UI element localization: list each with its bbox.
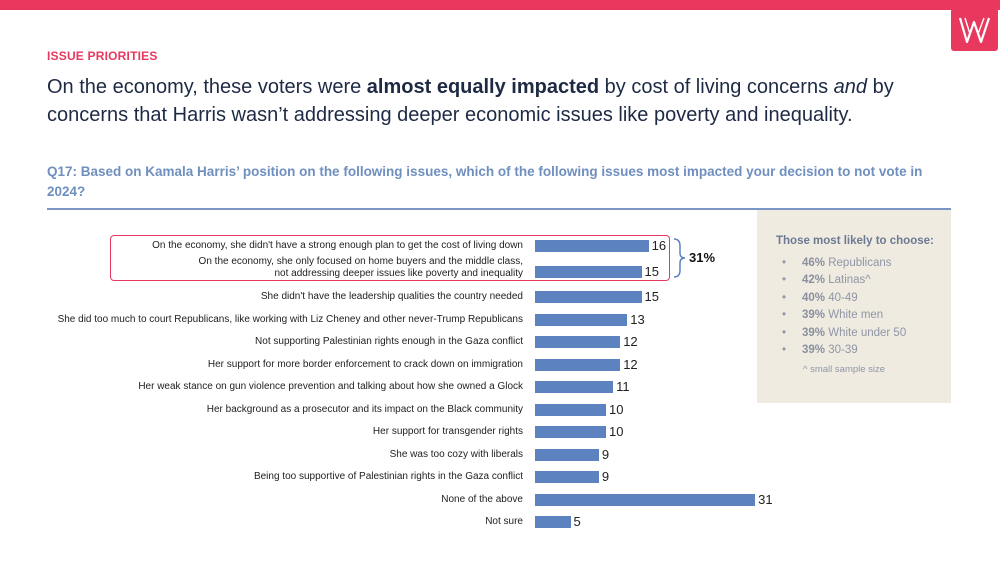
bar: [535, 240, 649, 252]
bullet-icon: •: [782, 344, 787, 356]
value-label: 9: [601, 469, 610, 484]
bullet-icon: •: [782, 326, 787, 339]
bar: [535, 493, 756, 506]
category-label: She did too much to court Republicans, l…: [58, 314, 523, 326]
category-label-line: She was too cozy with liberals: [389, 448, 523, 460]
category-label-line: Not supporting Palestinian rights enough…: [255, 336, 523, 347]
value-label: 9: [601, 446, 610, 462]
panel-title: Those most likely to choose:: [776, 235, 934, 247]
value-label: 12: [623, 334, 638, 349]
value-label: 15: [644, 289, 659, 304]
panel-item-pct: 40%: [802, 291, 826, 304]
bar: [535, 265, 642, 278]
brace-icon: [673, 238, 686, 278]
panel-item: • 39% 30-39: [782, 344, 858, 356]
divider: [47, 208, 951, 210]
category-label-line: On the economy, she only focused on home…: [198, 255, 523, 267]
panel-item-pct: 42%: [802, 274, 826, 287]
bar: [535, 448, 599, 461]
category-label-line: None of the above: [441, 493, 523, 505]
panel-item-label: White men: [825, 309, 884, 322]
value-label: 13: [630, 311, 645, 327]
category-label: She was too cozy with liberals: [390, 449, 523, 461]
value-label: 31: [758, 491, 773, 507]
panel-item-pct: 39%: [802, 344, 826, 356]
category-label: Her weak stance on gun violence preventi…: [138, 381, 523, 393]
top-accent-bar: [0, 0, 1000, 10]
panel-item-label: 30-39: [825, 344, 858, 356]
bar: [535, 471, 599, 483]
demographics-panel: Those most likely to choose: • 46% Republ…: [757, 210, 951, 403]
headline-italic: and: [833, 76, 868, 98]
bar: [535, 358, 621, 371]
value-label: 10: [609, 401, 624, 417]
panel-item-pct: 46%: [802, 257, 826, 269]
panel-item-label: 40-49: [825, 291, 858, 304]
category-label-line: Her support for more border enforcement …: [207, 358, 523, 370]
category-label: On the economy, she didn't have a strong…: [152, 240, 523, 252]
bar: [535, 291, 642, 303]
category-label: Not supporting Palestinian rights enough…: [255, 336, 523, 348]
category-label: Being too supportive of Palestinian righ…: [254, 471, 523, 483]
bullet-icon: •: [782, 257, 787, 269]
panel-item: • 40% 40-49: [782, 292, 858, 304]
category-label: Her support for more border enforcement …: [208, 359, 523, 371]
value-label: 10: [609, 424, 624, 439]
bar: [535, 313, 628, 326]
bar: [535, 426, 606, 438]
category-label-line: She didn't have the leadership qualities…: [260, 291, 523, 302]
panel-item-label: Republicans: [825, 257, 892, 269]
category-label-line: Her weak stance on gun violence preventi…: [138, 381, 523, 392]
category-label: None of the above: [441, 494, 523, 506]
bar: [535, 516, 571, 528]
category-label: On the economy, she only focused on home…: [199, 256, 523, 280]
value-label: 15: [644, 263, 659, 279]
panel-note: ^ small sample size: [803, 364, 886, 375]
value-label: 12: [623, 356, 638, 372]
panel-item-label: White under 50: [825, 326, 907, 339]
bar: [535, 336, 621, 348]
category-label-line: She did too much to court Republicans, l…: [57, 313, 523, 325]
panel-item-pct: 39%: [802, 309, 826, 322]
section-label: ISSUE PRIORITIES: [47, 49, 158, 63]
value-label: 16: [651, 238, 667, 253]
category-label-line: Her support for transgender rights: [372, 426, 523, 437]
headline-bold: almost equally impacted: [366, 76, 600, 98]
panel-item-pct: 39%: [802, 326, 826, 339]
question-text: Q17: Based on Kamala Harris’ position on…: [47, 164, 923, 199]
w-logo-icon: [958, 17, 991, 44]
brand-logo: [951, 8, 998, 51]
highlight-box: [110, 235, 670, 281]
panel-item: • 46% Republicans: [782, 257, 892, 269]
headline-part1: On the economy, these voters were: [47, 76, 367, 98]
category-label-line: Her background as a prosecutor and its i…: [206, 403, 523, 415]
bullet-icon: •: [782, 274, 787, 287]
panel-item-label: Latinas^: [825, 274, 871, 287]
category-label: Not sure: [485, 516, 523, 528]
value-label: 5: [573, 514, 581, 529]
headline-part2: by cost of living concerns: [599, 76, 834, 98]
bullet-icon: •: [782, 291, 787, 304]
headline: On the economy, these voters were almost…: [47, 73, 947, 129]
panel-item: • 42% Latinas^: [782, 274, 871, 286]
panel-item: • 39% White under 50: [782, 327, 906, 339]
category-label-line: On the economy, she didn't have a strong…: [152, 240, 523, 251]
value-label: 11: [616, 379, 630, 394]
category-label: Her background as a prosecutor and its i…: [207, 404, 523, 416]
bar: [535, 403, 606, 416]
panel-item: • 39% White men: [782, 309, 883, 321]
category-label-line: Being too supportive of Palestinian righ…: [253, 471, 523, 482]
combined-annotation: 31%: [689, 250, 716, 265]
headline-part3: by concerns that Harris wasn’t addressin…: [47, 76, 894, 126]
category-label: She didn't have the leadership qualities…: [261, 291, 523, 303]
category-label: Her support for transgender rights: [373, 426, 523, 438]
bullet-icon: •: [782, 309, 787, 322]
category-label-line: Not sure: [485, 516, 523, 527]
category-label-line: not addressing deeper issues like povert…: [274, 267, 524, 279]
bar: [535, 381, 614, 393]
